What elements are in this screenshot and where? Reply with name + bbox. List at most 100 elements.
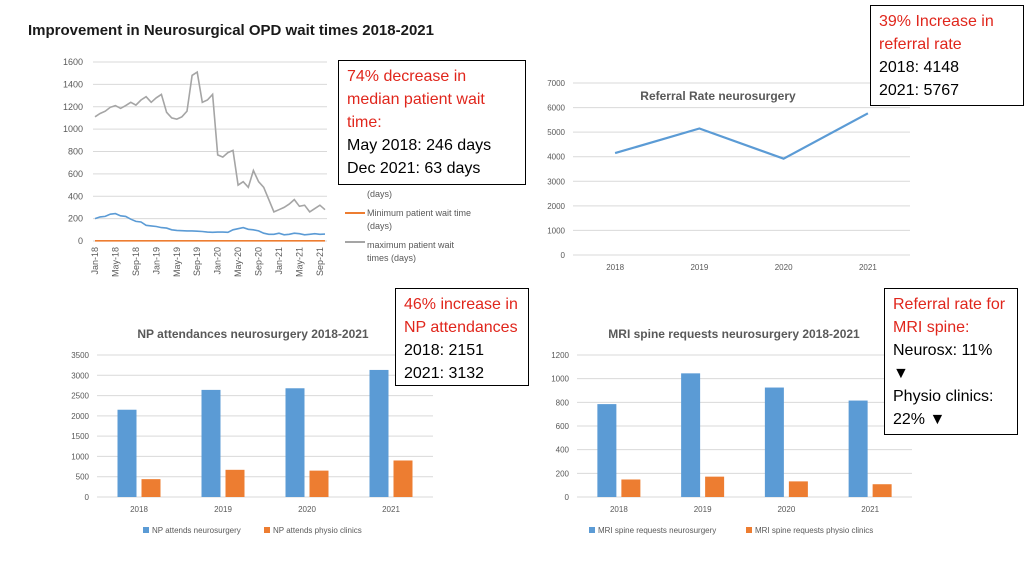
x-tick-label: May-20 bbox=[233, 247, 243, 277]
series-line bbox=[94, 70, 326, 213]
legend-label: NP attends neurosurgery bbox=[152, 526, 241, 535]
mri-callout: Referral rate for MRI spine: Neurosx: 11… bbox=[884, 288, 1018, 435]
y-tick-label: 1200 bbox=[551, 351, 569, 360]
x-tick-label: May-18 bbox=[110, 247, 120, 277]
np-callout-line2: 2021: 3132 bbox=[404, 365, 485, 382]
median-wait-callout: 74% decrease in median patient wait time… bbox=[338, 60, 526, 185]
referral-line bbox=[614, 112, 869, 160]
y-tick-label: 4000 bbox=[547, 153, 565, 162]
y-tick-label: 800 bbox=[556, 398, 570, 407]
x-tick-label: Sep-18 bbox=[131, 247, 141, 276]
x-tick-label: 2020 bbox=[298, 505, 316, 514]
y-tick-label: 1000 bbox=[71, 452, 89, 461]
y-tick-label: 400 bbox=[68, 191, 83, 201]
x-tick-label: 2021 bbox=[859, 263, 877, 272]
bar bbox=[788, 481, 808, 497]
x-tick-label: 2018 bbox=[606, 263, 624, 272]
median-callout-line1: May 2018: 246 days bbox=[347, 137, 492, 154]
y-tick-label: 1000 bbox=[551, 375, 569, 384]
x-tick-label: May-19 bbox=[172, 247, 182, 277]
x-tick-label: 2020 bbox=[777, 505, 795, 514]
y-tick-label: 3000 bbox=[547, 177, 565, 186]
legend-label: MRI spine requests physio clinics bbox=[755, 526, 873, 535]
x-tick-label: Sep-21 bbox=[315, 247, 325, 276]
mri-requests-chart: MRI spine requests neurosurgery 2018-202… bbox=[551, 327, 912, 535]
bar bbox=[848, 400, 868, 497]
mri-callout-headline: Referral rate for MRI spine: bbox=[893, 296, 1006, 336]
legend-label-part: times (days) bbox=[367, 253, 416, 263]
x-tick-label: Jan-21 bbox=[274, 247, 284, 275]
x-tick-label: May-21 bbox=[294, 247, 304, 277]
y-tick-label: 0 bbox=[78, 236, 83, 246]
y-tick-label: 200 bbox=[556, 469, 570, 478]
y-tick-label: 1200 bbox=[63, 102, 83, 112]
referral-callout-line1: 2018: 4148 bbox=[879, 59, 960, 76]
y-tick-label: 1600 bbox=[63, 57, 83, 67]
y-tick-label: 2000 bbox=[71, 412, 89, 421]
x-tick-label: 2019 bbox=[214, 505, 232, 514]
y-tick-label: 1000 bbox=[547, 226, 565, 235]
referral-callout-headline: 39% Increase in referral rate bbox=[879, 13, 994, 53]
page-title: Improvement in Neurosurgical OPD wait ti… bbox=[28, 22, 434, 39]
bar bbox=[225, 469, 245, 497]
x-tick-label: 2021 bbox=[382, 505, 400, 514]
legend-label: Minimum patient wait time (days) bbox=[367, 208, 471, 231]
referral-callout-line2: 2021: 5767 bbox=[879, 82, 960, 99]
x-tick-label: 2019 bbox=[690, 263, 708, 272]
y-tick-label: 1400 bbox=[63, 79, 83, 89]
x-tick-label: Sep-19 bbox=[192, 247, 202, 276]
np-callout-headline: 46% increase in NP attendances bbox=[404, 296, 518, 336]
referral-callout: 39% Increase in referral rate 2018: 4148… bbox=[870, 5, 1024, 106]
y-tick-label: 1000 bbox=[63, 124, 83, 134]
legend-label: (days) bbox=[367, 189, 392, 199]
series-line bbox=[94, 212, 326, 236]
mri-callout-line2: Physio clinics: 22% ▼ bbox=[893, 388, 994, 428]
legend-swatch bbox=[143, 527, 149, 533]
legend-label-part: (days) bbox=[367, 221, 392, 231]
y-tick-label: 200 bbox=[68, 214, 83, 224]
np-attendances-chart: NP attendances neurosurgery 2018-2021 0 5… bbox=[71, 327, 433, 535]
y-tick-label: 7000 bbox=[547, 79, 565, 88]
x-tick-label: Jan-19 bbox=[151, 247, 161, 275]
y-tick-label: 2000 bbox=[547, 202, 565, 211]
bar bbox=[681, 373, 701, 497]
x-tick-label: Jan-18 bbox=[90, 247, 100, 275]
median-callout-headline: 74% decrease in median patient wait time… bbox=[347, 68, 485, 131]
legend-swatch bbox=[264, 527, 270, 533]
x-tick-label: 2018 bbox=[130, 505, 148, 514]
y-tick-label: 2500 bbox=[71, 392, 89, 401]
y-tick-label: 600 bbox=[556, 422, 570, 431]
bar bbox=[201, 389, 221, 497]
legend-label-part: Minimum patient wait time bbox=[367, 208, 471, 218]
legend-label: MRI spine requests neurosurgery bbox=[598, 526, 716, 535]
y-tick-label: 1500 bbox=[71, 432, 89, 441]
bar bbox=[597, 404, 617, 497]
referral-chart-title: Referral Rate neurosurgery bbox=[640, 89, 796, 103]
np-chart-title: NP attendances neurosurgery 2018-2021 bbox=[137, 327, 369, 341]
legend-label-part: maximum patient wait bbox=[367, 240, 455, 250]
legend-swatch bbox=[746, 527, 752, 533]
legend-swatch bbox=[589, 527, 595, 533]
bar bbox=[141, 479, 161, 497]
wait-times-chart: 0 200 400 600 800 1000 1200 1400 1600 Jan-18 May-1… bbox=[63, 57, 471, 277]
np-callout-line1: 2018: 2151 bbox=[404, 342, 485, 359]
bar bbox=[285, 388, 305, 497]
legend-label: NP attends physio clinics bbox=[273, 526, 362, 535]
y-tick-label: 400 bbox=[556, 446, 570, 455]
y-tick-label: 0 bbox=[85, 493, 90, 502]
mri-chart-title: MRI spine requests neurosurgery 2018-202… bbox=[608, 327, 860, 341]
bar bbox=[117, 409, 137, 497]
x-tick-label: 2020 bbox=[775, 263, 793, 272]
x-tick-label: 2019 bbox=[694, 505, 712, 514]
x-tick-label: Jan-20 bbox=[213, 247, 223, 275]
bar bbox=[369, 369, 389, 497]
y-tick-label: 3000 bbox=[71, 371, 89, 380]
mri-callout-line1: Neurosx: 11% ▼ bbox=[893, 342, 993, 382]
y-tick-label: 600 bbox=[68, 169, 83, 179]
x-tick-label: 2018 bbox=[610, 505, 628, 514]
y-tick-label: 6000 bbox=[547, 104, 565, 113]
bar bbox=[764, 387, 784, 497]
median-callout-line2: Dec 2021: 63 days bbox=[347, 160, 481, 177]
y-tick-label: 0 bbox=[561, 251, 566, 260]
